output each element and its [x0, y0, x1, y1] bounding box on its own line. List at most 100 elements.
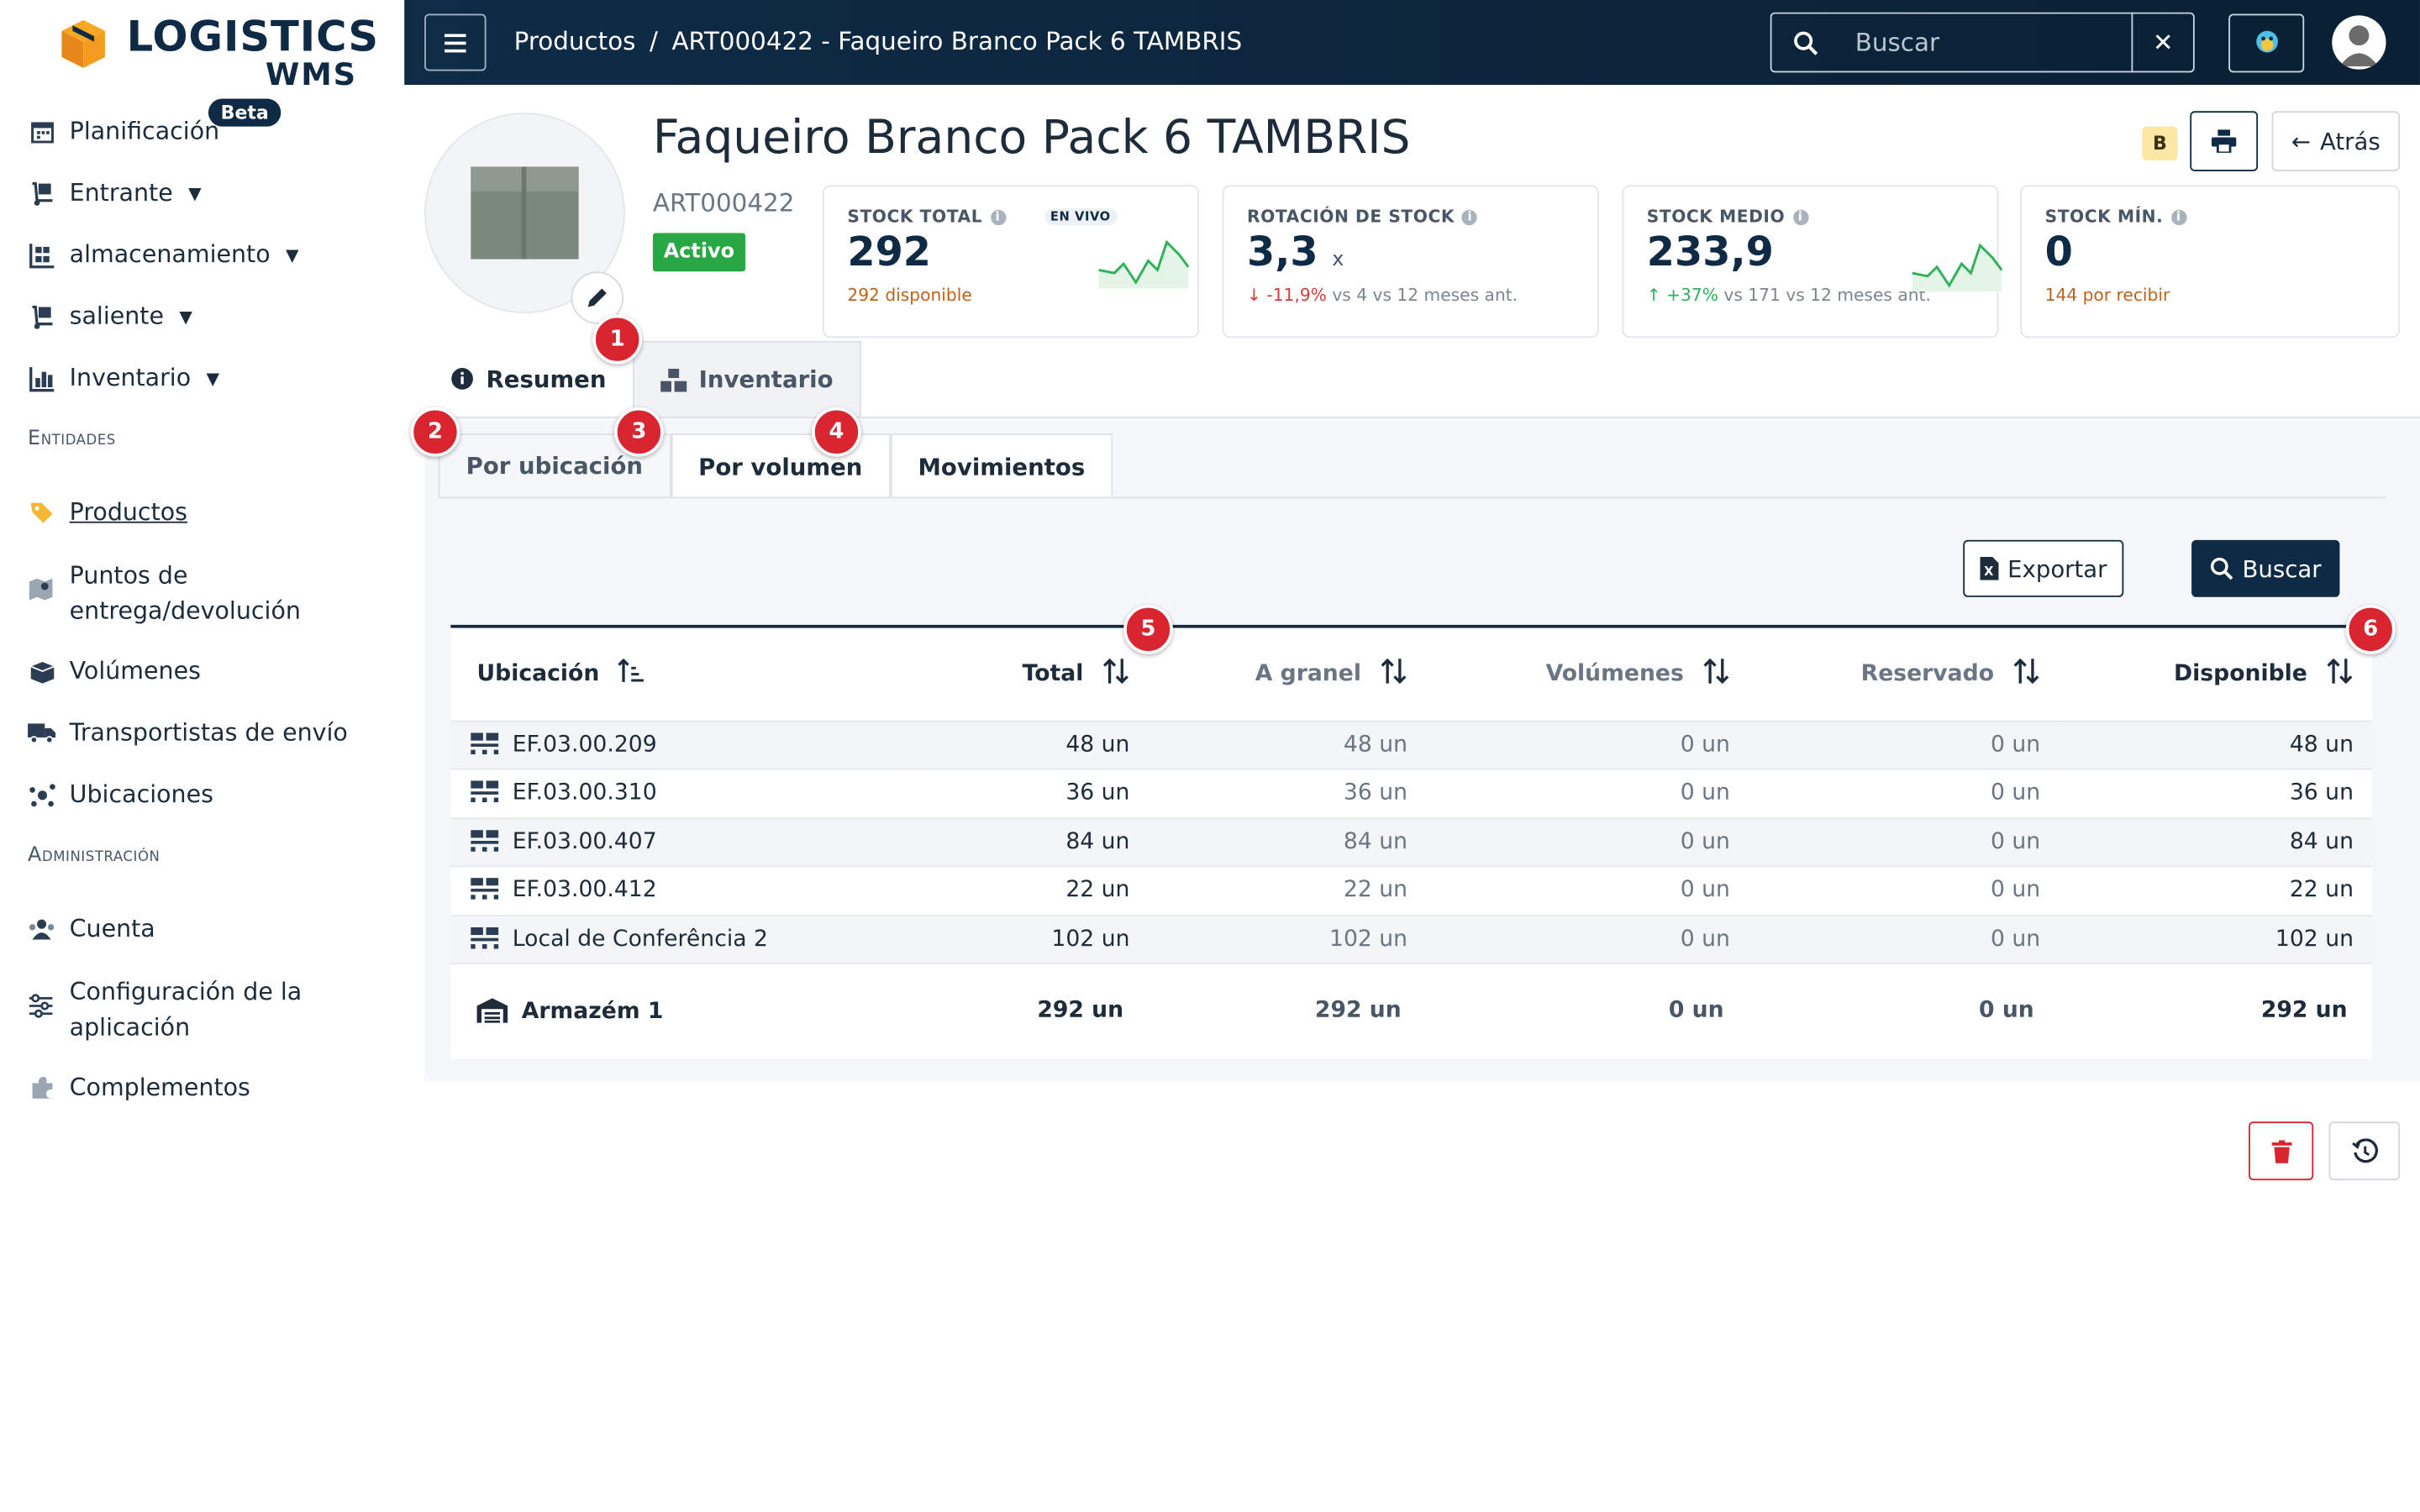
back-button[interactable]: ← Atrás: [2271, 111, 2401, 171]
location-cell[interactable]: EF.03.00.412: [450, 865, 914, 916]
col-label: Reservado: [1860, 661, 1995, 686]
sort-asc-icon: [618, 658, 645, 690]
kpi-sub: 144 por recibir: [2044, 285, 2170, 306]
cell-reservado: 0 un: [1748, 719, 2060, 769]
nav-inventario[interactable]: Inventario ▼: [28, 364, 219, 392]
nav-puntos-entrega[interactable]: Puntos de entrega/devolución: [28, 559, 301, 629]
menu-toggle-button[interactable]: [424, 13, 487, 71]
puzzle-icon: [28, 1074, 55, 1101]
nodes-icon: [28, 780, 55, 808]
brand-logo[interactable]: LOGISTICS WMS: [55, 14, 378, 92]
users-icon: [28, 915, 55, 942]
location-cell[interactable]: EF.03.00.407: [450, 816, 914, 867]
user-icon: [2339, 25, 2379, 66]
back-label: Atrás: [2320, 127, 2381, 155]
helper-button[interactable]: [2228, 13, 2305, 73]
sort-icon: [1102, 657, 1129, 690]
kpi-sub: 292 disponible: [847, 285, 972, 306]
dolly-out-icon: [28, 302, 55, 330]
product-box-icon: [471, 166, 579, 260]
logo-cube-icon: [61, 19, 105, 68]
sparkline-stock-medio: [1912, 243, 2003, 292]
nav-planificacion[interactable]: Planificación: [28, 118, 219, 145]
tabs-divider: [424, 416, 2420, 418]
kpi-value: 292: [847, 229, 932, 276]
col-ubicacion[interactable]: Ubicación: [450, 628, 913, 721]
sub-tabs: Por ubicación Por volumen Movimientos: [438, 433, 1113, 499]
nav-label: Cuenta: [69, 915, 155, 943]
location-code: EF.03.00.209: [512, 732, 657, 758]
printer-icon: [2211, 129, 2237, 153]
nav-configuracion[interactable]: Configuración de la aplicación: [28, 975, 302, 1046]
search-button[interactable]: Buscar: [2191, 539, 2340, 597]
table-row[interactable]: EF.03.00.407 84 un 84 un 0 un 0 un 84 un: [450, 816, 2373, 867]
nav-label-line2: aplicación: [69, 1013, 191, 1042]
export-label: Exportar: [2007, 554, 2107, 583]
export-button[interactable]: X Exportar: [1963, 539, 2124, 597]
total-reservado: 0 un: [1748, 963, 2060, 1058]
kpi-compare: vs 171 vs 12 meses ant.: [1723, 285, 1931, 306]
col-total[interactable]: Total: [913, 628, 1148, 721]
search-input[interactable]: [1854, 28, 2133, 57]
nav-almacenamiento[interactable]: almacenamiento ▼: [28, 240, 299, 269]
info-icon[interactable]: i: [1462, 208, 1478, 225]
cell-total: 22 un: [913, 865, 1149, 916]
history-button[interactable]: [2328, 1121, 2401, 1181]
table-row[interactable]: EF.03.00.412 22 un 22 un 0 un 0 un 22 un: [450, 865, 2373, 916]
info-icon[interactable]: i: [990, 208, 1006, 225]
table-row[interactable]: EF.03.00.209 48 un 48 un 0 un 0 un 48 un: [450, 719, 2373, 769]
print-button[interactable]: [2190, 111, 2259, 171]
col-disponible[interactable]: Disponible: [2059, 628, 2372, 721]
info-icon[interactable]: i: [2170, 208, 2186, 225]
cell-a-granel: 84 un: [1148, 816, 1427, 867]
col-label: Volúmenes: [1545, 661, 1684, 686]
nav-saliente[interactable]: saliente ▼: [28, 302, 192, 330]
table-total-row: Armazém 1 292 un 292 un 0 un 0 un 292 un: [450, 963, 2373, 1058]
breadcrumb-parent-link[interactable]: Productos: [513, 26, 636, 56]
pallet-icon: [471, 732, 499, 754]
cell-disponible: 22 un: [2059, 865, 2373, 916]
nav-transportistas[interactable]: Transportistas de envío: [28, 719, 348, 747]
sort-icon: [1702, 657, 1730, 690]
user-avatar[interactable]: [2332, 15, 2386, 70]
status-badge: Activo: [652, 233, 745, 272]
step-marker-6: 6: [2345, 604, 2396, 654]
svg-text:X: X: [1984, 564, 1994, 579]
table-row[interactable]: EF.03.00.310 36 un 36 un 0 un 0 un 36 un: [450, 768, 2373, 818]
nav-label: almacenamiento: [69, 240, 271, 269]
pallet-icon: [471, 878, 499, 900]
nav-ubicaciones[interactable]: Ubicaciones: [28, 780, 213, 808]
location-cell[interactable]: EF.03.00.310: [450, 768, 914, 818]
col-label: Disponible: [2174, 661, 2307, 686]
arrow-left-icon: ←: [2291, 127, 2311, 155]
search-icon: [2210, 557, 2233, 580]
clear-search-button[interactable]: ✕: [2131, 13, 2192, 71]
table-row[interactable]: Local de Conferência 2 102 un 102 un 0 u…: [450, 914, 2373, 964]
tab-resumen[interactable]: Resumen: [424, 341, 633, 417]
nav-label: Entrante: [69, 179, 173, 207]
tab-inventario[interactable]: Inventario: [632, 340, 861, 417]
dolly-icon: [28, 179, 55, 207]
col-a-granel[interactable]: A granel: [1149, 628, 1427, 721]
col-volumenes[interactable]: Volúmenes: [1426, 628, 1749, 721]
location-cell[interactable]: Local de Conferência 2: [450, 914, 914, 964]
subtab-movimientos[interactable]: Movimientos: [890, 433, 1113, 499]
map-pin-icon: [28, 575, 55, 603]
nav-volumenes[interactable]: Volúmenes: [28, 657, 201, 685]
kpi-compare: vs 4 vs 12 meses ant.: [1332, 285, 1518, 306]
nav-productos[interactable]: Productos: [28, 498, 187, 526]
cell-reservado: 0 un: [1748, 865, 2060, 916]
subtabs-divider: [438, 496, 2386, 499]
nav-complementos[interactable]: Complementos: [28, 1074, 250, 1101]
nav-label-wrap: Configuración de la aplicación: [70, 975, 302, 1046]
delete-button[interactable]: [2249, 1121, 2314, 1181]
info-icon[interactable]: i: [1792, 208, 1808, 225]
location-cell[interactable]: EF.03.00.209: [450, 719, 914, 769]
nav-entrante[interactable]: Entrante ▼: [28, 179, 202, 207]
col-reservado[interactable]: Reservado: [1749, 628, 2059, 721]
nav-cuenta[interactable]: Cuenta: [28, 915, 155, 942]
cell-volumenes: 0 un: [1426, 719, 1749, 769]
table-header-row: Ubicación Total A granel Volúmenes Reser…: [450, 628, 2372, 721]
warehouse-cell: Armazém 1: [450, 963, 914, 1058]
cell-total: 102 un: [913, 914, 1149, 964]
